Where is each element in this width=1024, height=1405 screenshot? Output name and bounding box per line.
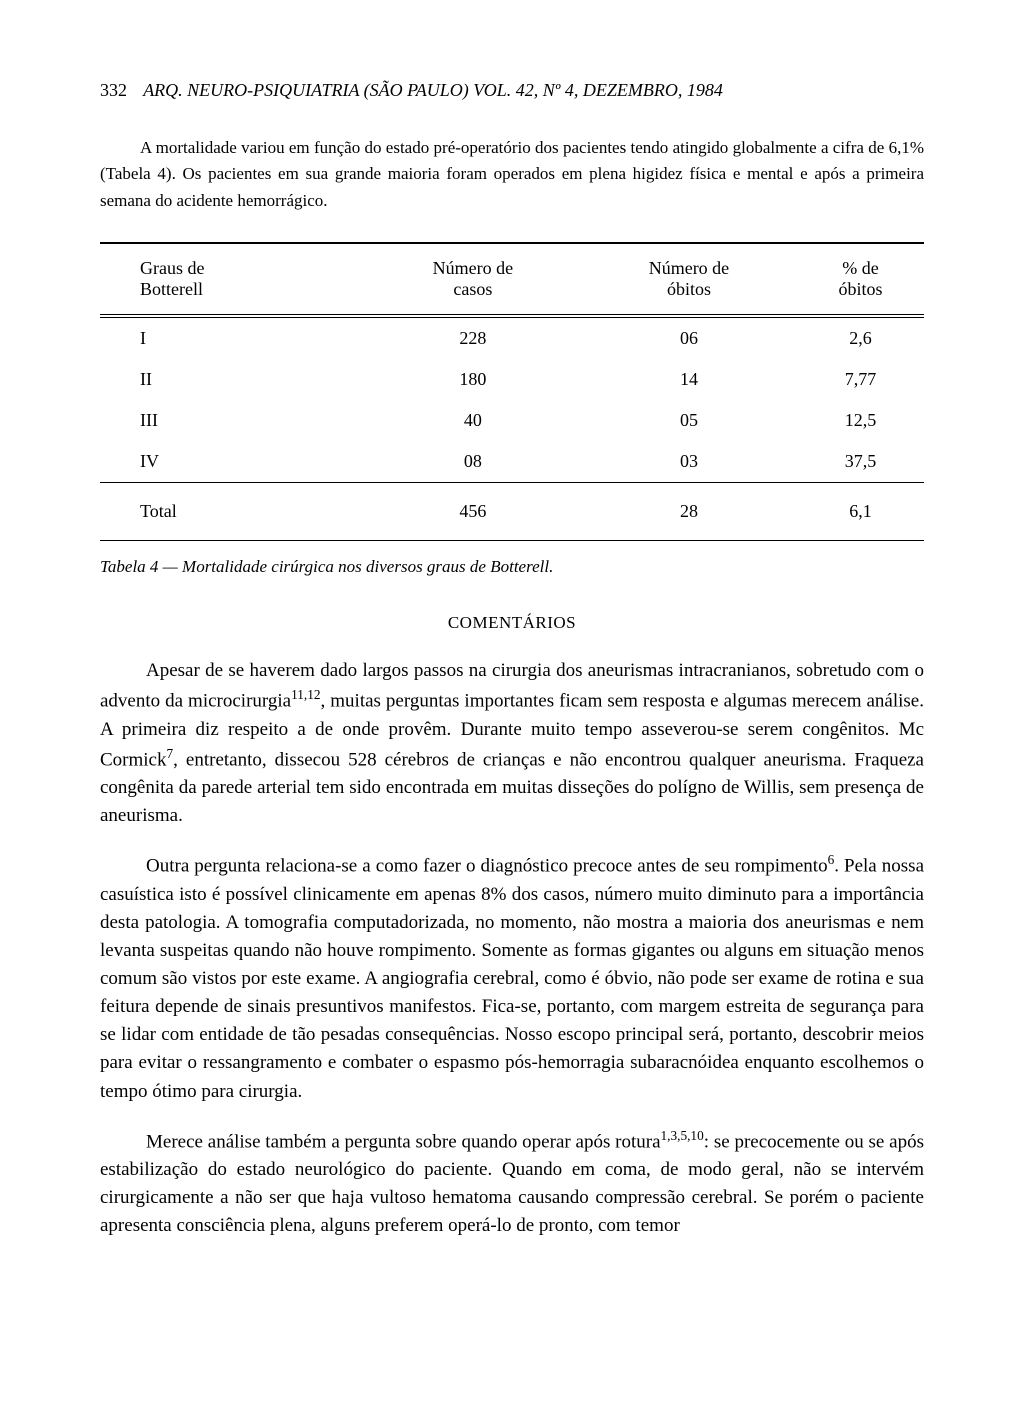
journal-reference: ARQ. NEURO-PSIQUIATRIA (SÃO PAULO) VOL. … (143, 80, 723, 100)
col-header-line: óbitos (838, 279, 882, 299)
mortality-table: Graus de Botterell Número de casos Númer… (100, 242, 924, 541)
text-run: Merece análise também a pergunta sobre q… (146, 1131, 661, 1152)
table-total-row: Total 456 28 6,1 (100, 483, 924, 541)
table-cell: 05 (581, 400, 797, 441)
table-cell: 28 (581, 483, 797, 541)
col-header-line: % de (842, 258, 878, 278)
text-run: , entretanto, dissecou 528 cérebros de c… (100, 749, 924, 826)
table-cell: 456 (365, 483, 581, 541)
col-header: Número de óbitos (581, 244, 797, 315)
table-cell: 37,5 (797, 441, 924, 483)
table-cell: 228 (365, 318, 581, 360)
body-paragraph: Merece análise também a pergunta sobre q… (100, 1126, 924, 1241)
col-header-line: Número de (649, 258, 729, 278)
col-header-line: Graus de (140, 258, 204, 278)
col-header: % de óbitos (797, 244, 924, 315)
table-row: III 40 05 12,5 (100, 400, 924, 441)
table-cell: 40 (365, 400, 581, 441)
table-cell: Total (100, 483, 365, 541)
table-cell: II (100, 359, 365, 400)
table-cell: I (100, 318, 365, 360)
table-cell: 180 (365, 359, 581, 400)
table-cell: 7,77 (797, 359, 924, 400)
col-header-line: casos (453, 279, 492, 299)
table-cell: 14 (581, 359, 797, 400)
text-run: . Pela nossa casuística isto é possível … (100, 856, 924, 1102)
col-header-line: Número de (433, 258, 513, 278)
table-caption: Tabela 4 — Mortalidade cirúrgica nos div… (100, 557, 924, 577)
table-header-row: Graus de Botterell Número de casos Númer… (100, 244, 924, 315)
table-cell: 03 (581, 441, 797, 483)
table-row: IV 08 03 37,5 (100, 441, 924, 483)
table-row: I 228 06 2,6 (100, 318, 924, 360)
page-number: 332 (100, 80, 127, 100)
section-title: COMENTÁRIOS (100, 613, 924, 633)
body-paragraph: Apesar de se haverem dado largos passos … (100, 657, 924, 830)
table-cell: 12,5 (797, 400, 924, 441)
table-cell: 08 (365, 441, 581, 483)
citation-superscript: 1,3,5,10 (661, 1128, 704, 1143)
intro-paragraph: A mortalidade variou em função do estado… (100, 135, 924, 214)
col-header: Número de casos (365, 244, 581, 315)
table-cell: 2,6 (797, 318, 924, 360)
col-header-line: Botterell (140, 279, 203, 299)
col-header: Graus de Botterell (100, 244, 365, 315)
table-cell: 6,1 (797, 483, 924, 541)
col-header-line: óbitos (667, 279, 711, 299)
text-run: Outra pergunta relaciona-se a como fazer… (146, 856, 828, 877)
table-row: II 180 14 7,77 (100, 359, 924, 400)
table-cell: III (100, 400, 365, 441)
running-header: 332 ARQ. NEURO-PSIQUIATRIA (SÃO PAULO) V… (100, 80, 924, 101)
body-paragraph: Outra pergunta relaciona-se a como fazer… (100, 850, 924, 1105)
table-cell: 06 (581, 318, 797, 360)
citation-superscript: 11,12 (291, 687, 320, 702)
table-cell: IV (100, 441, 365, 483)
